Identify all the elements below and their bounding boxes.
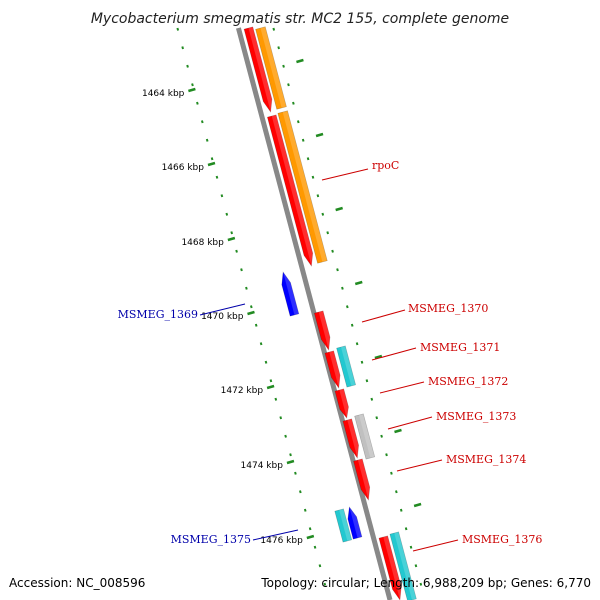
backbone-line xyxy=(236,27,393,600)
msmeg-1369-cds xyxy=(281,270,300,317)
msmeg-1371-cyan-bar xyxy=(336,345,357,388)
gene-label-msmeg-1372: MSMEG_1372 xyxy=(379,375,508,394)
msmeg-1376-cyan-bar xyxy=(389,531,417,600)
gene-name: MSMEG_1369 xyxy=(118,308,198,321)
leader-line xyxy=(321,168,369,181)
msmeg-1375-cyan-bar xyxy=(334,508,353,543)
rpoC-orange-bar xyxy=(277,110,328,264)
msmeg-1370-cds xyxy=(313,310,334,351)
leader-line xyxy=(371,347,417,361)
leader-line xyxy=(387,416,433,430)
msmeg-1372-cds xyxy=(334,388,352,419)
major-tick-mark-right xyxy=(354,280,363,286)
gene-label-msmeg-1370: MSMEG_1370 xyxy=(361,302,488,323)
gene-labels: rpoC MSMEG_1369 MSMEG_1370 MSMEG_1371 MSMEG_… xyxy=(118,159,542,552)
gene-name: MSMEG_1374 xyxy=(446,453,526,466)
leader-line xyxy=(412,539,459,552)
gene-label-msmeg-1373: MSMEG_1373 xyxy=(387,410,516,430)
tick-label: 1468 kbp xyxy=(181,238,224,248)
msmeg-1371-cds xyxy=(324,350,344,389)
coordinate-ticks: 1464 kbp 1466 kbp 1468 kbp 1470 kbp 1472 kbp… xyxy=(142,27,423,586)
gene-label-rpoc: rpoC xyxy=(321,159,399,181)
tick-label: 1476 kbp xyxy=(260,536,303,546)
leader-line xyxy=(199,303,246,316)
msmeg-1376-red-cds xyxy=(378,535,405,600)
gene-name: MSMEG_1371 xyxy=(420,341,500,354)
tick-label: 1466 kbp xyxy=(162,163,205,173)
major-tick-mark-right xyxy=(394,428,402,434)
major-tick-mark-right xyxy=(413,502,422,508)
leader-line xyxy=(379,381,425,394)
leader-line xyxy=(396,459,443,472)
gene-label-msmeg-1375: MSMEG_1375 xyxy=(171,529,299,546)
feature-tracks xyxy=(236,26,417,600)
major-tick-mark-right xyxy=(335,206,343,212)
major-tick-mark xyxy=(306,534,315,540)
gene-label-msmeg-1376: MSMEG_1376 xyxy=(412,533,542,552)
gene-name: MSMEG_1370 xyxy=(408,302,488,315)
gene-name: MSMEG_1373 xyxy=(436,410,516,423)
major-tick-mark xyxy=(227,236,236,242)
genome-summary-text: Topology: circular; Length: 6,988,209 bp… xyxy=(260,576,591,590)
major-tick-mark xyxy=(188,87,196,93)
gene-name: MSMEG_1372 xyxy=(428,375,508,388)
major-tick-mark-right xyxy=(315,132,324,138)
gene-name: MSMEG_1375 xyxy=(171,533,251,546)
map-title: Mycobacterium smegmatis str. MC2 155, co… xyxy=(91,11,509,27)
msmeg-1374-cds xyxy=(353,458,373,501)
major-tick-mark xyxy=(247,310,255,316)
major-tick-mark xyxy=(286,459,295,465)
tick-label: 1474 kbp xyxy=(241,461,284,471)
major-tick-mark xyxy=(207,161,216,167)
leader-line xyxy=(361,309,406,323)
gene-label-msmeg-1371: MSMEG_1371 xyxy=(371,341,500,361)
accession-text: Accession: NC_008596 xyxy=(9,576,145,590)
major-ticks: 1464 kbp 1466 kbp 1468 kbp 1470 kbp 1472 kbp… xyxy=(142,58,422,546)
tick-label: 1472 kbp xyxy=(221,386,264,396)
tick-label: 1470 kbp xyxy=(201,312,244,322)
gene-name: MSMEG_1376 xyxy=(462,533,542,546)
tick-label: 1464 kbp xyxy=(142,89,185,99)
major-tick-mark-right xyxy=(374,354,383,360)
right-tick-rail xyxy=(272,27,423,586)
msmeg-1373-cds xyxy=(342,418,362,459)
major-tick-mark xyxy=(266,384,275,390)
gene-label-msmeg-1374: MSMEG_1374 xyxy=(396,453,526,472)
leader-line xyxy=(252,529,299,541)
major-tick-mark-right xyxy=(296,58,304,64)
msmeg-1375-cds xyxy=(347,505,363,540)
rpoC-red-cds xyxy=(267,114,316,267)
rpoB-orange-bar xyxy=(255,26,287,110)
rpoB-red-cds xyxy=(243,26,276,113)
gene-name: rpoC xyxy=(372,159,399,172)
msmeg-1373-gray-bar xyxy=(354,413,376,460)
gene-label-msmeg-1369: MSMEG_1369 xyxy=(118,303,246,321)
left-tick-rail xyxy=(176,27,327,586)
